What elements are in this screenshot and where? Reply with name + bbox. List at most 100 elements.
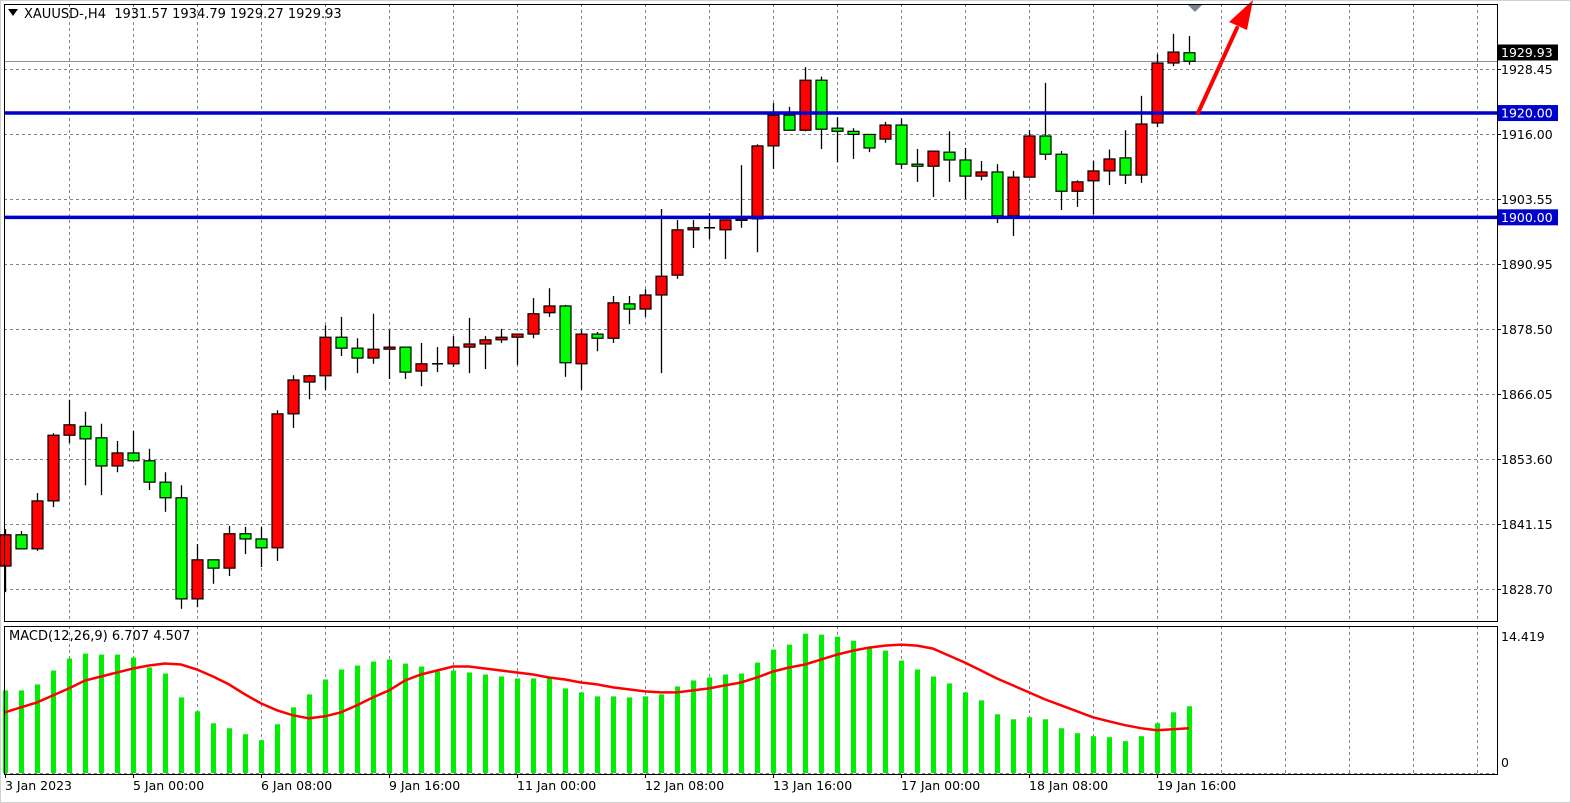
candle-body [367,348,380,359]
candle [79,411,92,486]
candle-body [719,219,732,231]
candle-body [991,171,1004,217]
level-price-label: 1920.00 [1501,106,1553,121]
macd-bar [835,636,840,773]
candle [591,331,604,352]
macd-bar [371,661,376,773]
candle-body [623,303,636,310]
candle [1183,35,1196,65]
candle-body [655,275,668,296]
macd-bar [67,658,72,773]
dropdown-triangle-icon[interactable] [8,9,18,16]
macd-bar [851,640,856,773]
ohlc-readout: 1931.57 1934.79 1929.27 1929.93 [114,7,342,22]
candle-body [79,425,92,440]
macd-bar [595,696,600,773]
macd-bar [1091,736,1096,773]
candle [303,374,316,400]
price-axis-label: 1903.55 [1501,192,1553,207]
macd-bar [627,697,632,773]
candle-body [447,346,460,365]
candle [959,147,972,200]
candle [943,131,956,182]
candle-body [559,305,572,364]
candle-body [847,130,860,136]
candle-body [607,302,620,339]
candle [175,485,188,609]
candle [1151,54,1164,128]
macd-bar [819,634,824,773]
candle [1055,151,1068,211]
candle-body [783,114,796,131]
candle-body [1023,135,1036,178]
candle [415,342,428,387]
current-price-badge [1498,44,1558,61]
candle [463,317,476,374]
chart-header: XAUUSD-,H4 1931.57 1934.79 1929.27 1929.… [8,7,342,22]
macd-bar [1123,741,1128,773]
macd-bar [467,672,472,773]
time-axis-label: 13 Jan 16:00 [773,778,852,793]
candle [383,329,396,379]
macd-bar [19,690,24,773]
macd-bar [83,653,88,773]
macd-bar [771,649,776,773]
macd-bar [483,674,488,773]
macd-bar [291,707,296,773]
candle-body [1071,181,1084,192]
macd-bar [355,665,360,773]
candle [991,164,1004,224]
candle-body [223,533,236,569]
candle-body [239,533,252,540]
macd-bar [547,678,552,773]
candle-body [351,347,364,359]
candle-body [0,534,12,567]
candle-body [815,79,828,130]
candle-body [1087,170,1100,182]
level-price-badge [1498,105,1558,122]
candle [31,493,44,551]
candle-body [15,534,28,550]
candle [847,128,860,159]
candle-body [1135,123,1148,176]
price-axis-label: 1890.95 [1501,257,1553,272]
candle-body [527,313,540,335]
candle-body [271,413,284,549]
candle-body [383,346,396,350]
macd-bar [515,678,520,773]
candle [191,544,204,608]
candle [1119,130,1132,184]
macd-bar [1171,712,1176,773]
candle [783,106,796,131]
candle-body [207,559,220,569]
candles [0,33,1196,609]
candle-body [975,171,988,177]
candle [287,375,300,428]
candle [1071,180,1084,207]
macd-bar [419,666,424,773]
macd-bar [675,686,680,773]
price-axis-label: 1841.15 [1501,517,1553,532]
candle [432,347,443,373]
candle [511,333,524,365]
candle [111,440,124,473]
candle [527,298,540,339]
candle-body [255,538,268,549]
candle [367,313,380,364]
candle-body [687,227,700,231]
time-axis-label: 11 Jan 00:00 [517,778,596,793]
price-axis-label: 1828.70 [1501,582,1553,597]
macd-bar [1139,736,1144,773]
candle [863,133,876,153]
candle-body [47,434,60,502]
macd-bar [115,654,120,773]
candle-body [831,127,844,132]
candle [255,526,268,568]
macd-bar [659,694,664,773]
time-axis-label: 12 Jan 08:00 [645,778,724,793]
candle-body [1151,62,1164,124]
candle [911,149,924,182]
macd-axis-label: 14.419 [1501,629,1545,644]
macd-bar [35,684,40,773]
